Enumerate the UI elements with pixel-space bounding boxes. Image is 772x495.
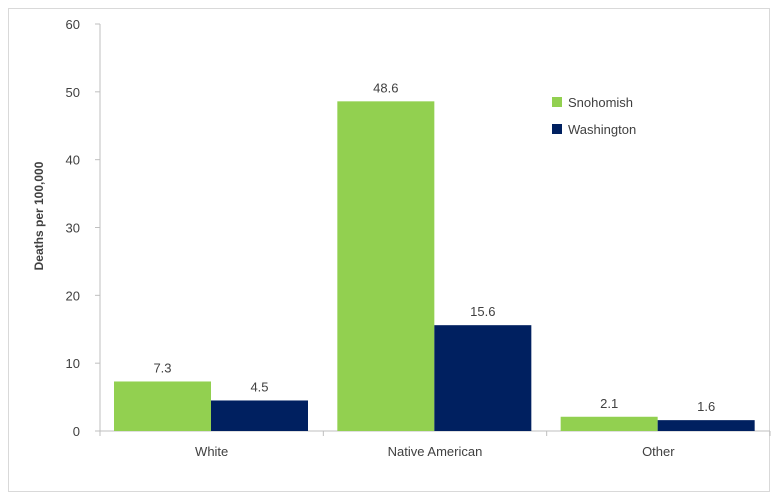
- y-tick-label: 40: [66, 153, 80, 168]
- y-tick-label: 60: [66, 17, 80, 32]
- bar-snohomish-other: [560, 416, 658, 431]
- x-category-label: Other: [642, 444, 675, 459]
- y-tick-label: 30: [66, 221, 80, 236]
- legend-label-snohomish: Snohomish: [568, 95, 633, 110]
- data-label: 7.3: [153, 360, 171, 375]
- y-tick-label: 50: [66, 85, 80, 100]
- bar-snohomish-white: [114, 381, 211, 431]
- y-tick-label: 10: [66, 356, 80, 371]
- y-tick-label: 20: [66, 288, 80, 303]
- y-axis: 0 10 20 30 40 50 60: [66, 17, 101, 439]
- legend-swatch-washington: [552, 124, 562, 134]
- data-label: 1.6: [697, 399, 715, 414]
- data-labels: 7.3 4.5 48.6 15.6 2.1 1.6: [153, 80, 715, 414]
- x-category-label: Native American: [388, 444, 483, 459]
- legend-label-washington: Washington: [568, 122, 636, 137]
- legend: Snohomish Washington: [552, 95, 636, 137]
- x-axis: White Native American Other: [99, 430, 771, 459]
- data-label: 48.6: [373, 80, 398, 95]
- x-category-label: White: [195, 444, 228, 459]
- y-tick-label: 0: [73, 424, 80, 439]
- bar-washington-native-american: [434, 325, 532, 431]
- legend-swatch-snohomish: [552, 97, 562, 107]
- data-label: 4.5: [250, 379, 268, 394]
- bar-snohomish-native-american: [337, 101, 435, 431]
- y-axis-title: Deaths per 100,000: [32, 161, 46, 270]
- bar-washington-white: [211, 400, 308, 431]
- data-label: 2.1: [600, 396, 618, 411]
- data-label: 15.6: [470, 304, 495, 319]
- bar-washington-other: [657, 420, 755, 431]
- bars: [114, 101, 755, 431]
